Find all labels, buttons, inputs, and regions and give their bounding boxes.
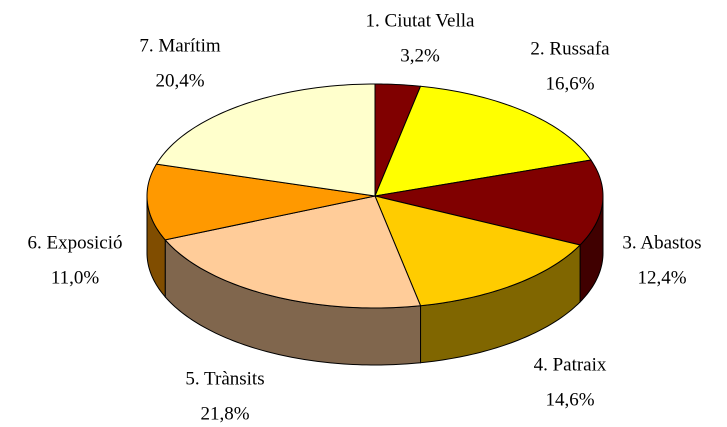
value-label: 21,8% xyxy=(200,403,249,424)
slice-label: 1. Ciutat Vella xyxy=(366,10,475,31)
value-label: 11,0% xyxy=(51,267,100,288)
slice-label: 2. Russafa xyxy=(530,38,610,59)
slice-label: 7. Marítim xyxy=(139,35,220,56)
pie-slice xyxy=(146,163,376,241)
slice-label: 5. Trànsits xyxy=(185,368,264,389)
pie-slice xyxy=(374,159,604,246)
slice-label: 4. Patraix xyxy=(534,354,607,375)
slice-label: 3. Abastos xyxy=(622,232,701,253)
pie-slice xyxy=(374,195,582,307)
value-label: 16,6% xyxy=(545,73,594,94)
value-label: 12,4% xyxy=(637,267,686,288)
pie-slice xyxy=(164,195,422,309)
value-label: 3,2% xyxy=(400,45,440,66)
pie-slice xyxy=(155,83,376,197)
value-label: 20,4% xyxy=(155,70,204,91)
slice-label: 6. Exposició xyxy=(28,232,123,253)
value-label: 14,6% xyxy=(545,389,594,410)
